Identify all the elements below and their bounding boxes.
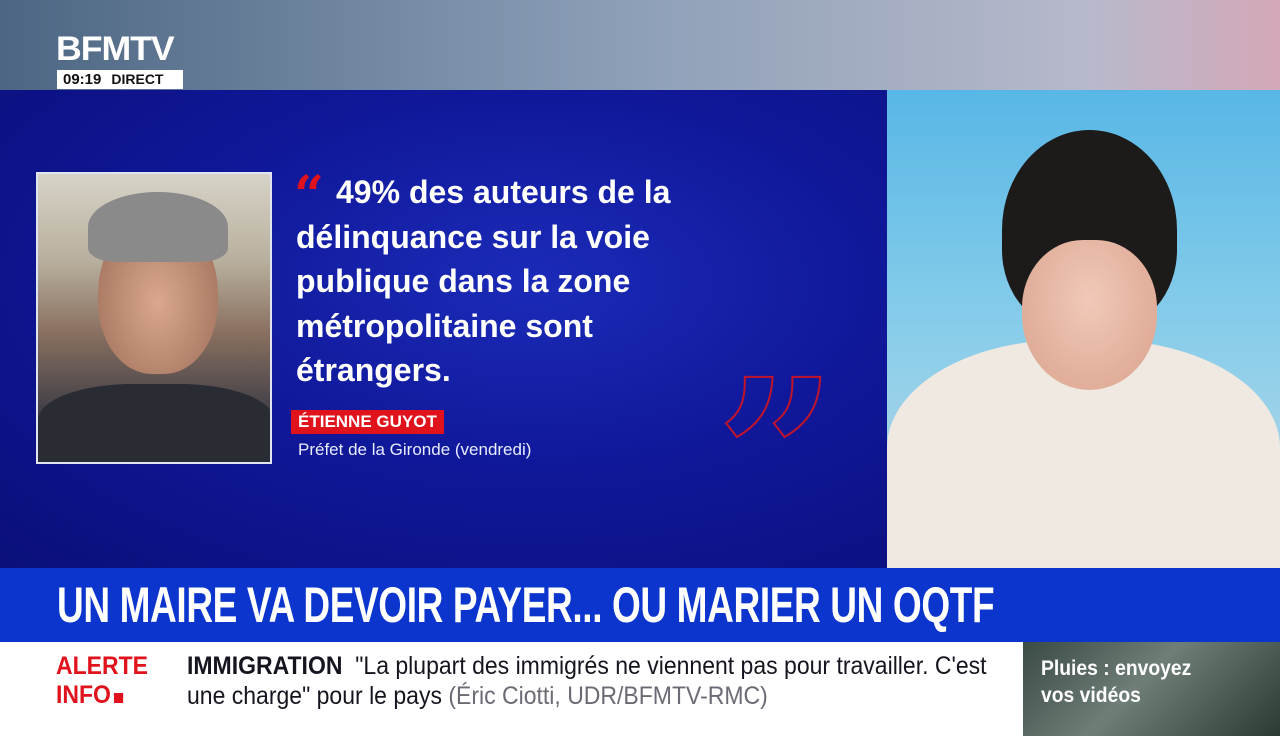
quote-text: 49% des auteurs de la délinquance sur la…: [296, 174, 671, 388]
top-banner: [0, 0, 1280, 90]
channel-logo: BFMTV: [56, 30, 175, 68]
ticker-source: (Éric Ciotti, UDR/BFMTV-RMC): [448, 682, 768, 710]
live-status: DIRECT: [111, 71, 164, 87]
promo-text: Pluies : envoyez vos vidéos: [1041, 655, 1191, 709]
promo-line1: Pluies : envoyez: [1041, 657, 1192, 680]
alert-info-label: ALERTE INFO: [56, 652, 148, 710]
open-quote-icon: “: [294, 165, 324, 226]
alert-line1: ALERTE: [56, 652, 148, 680]
news-ticker: [0, 642, 1023, 736]
promo-image: [1023, 642, 1280, 736]
live-clock: 09:19 DIRECT: [57, 70, 183, 89]
time: 09:19: [63, 71, 102, 88]
headline: UN MAIRE VA DEVOIR PAYER... OU MARIER UN…: [57, 577, 995, 633]
promo-line2: vos vidéos: [1041, 684, 1141, 707]
ticker-text: IMMIGRATION "La plupart des immigrés ne …: [187, 651, 1015, 711]
ticker-topic: IMMIGRATION: [187, 652, 343, 680]
close-quote-icon: ”: [715, 333, 838, 580]
presenter-video: [887, 90, 1280, 568]
speaker-name: ÉTIENNE GUYOT: [291, 410, 444, 434]
square-icon: [113, 693, 123, 703]
alert-line2: INFO: [56, 681, 111, 709]
ticker-quote: "La plupart des immigrés ne viennent pas…: [187, 652, 987, 710]
speaker-photo: [36, 172, 272, 464]
headline-bar: [0, 568, 1280, 642]
speaker-role: Préfet de la Gironde (vendredi): [298, 440, 532, 459]
